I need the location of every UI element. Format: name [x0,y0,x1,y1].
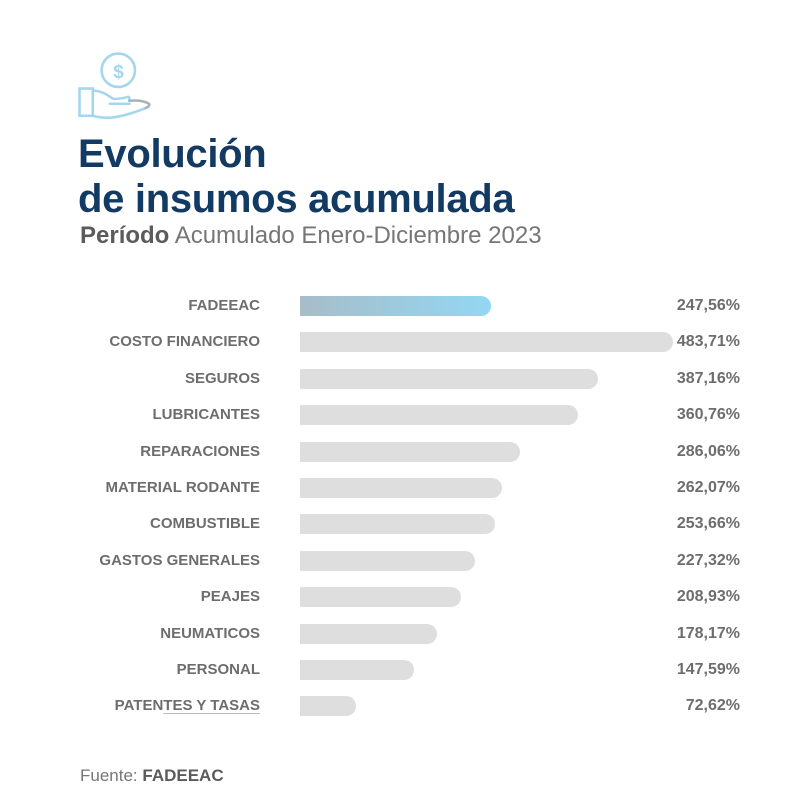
svg-text:$: $ [113,62,124,83]
